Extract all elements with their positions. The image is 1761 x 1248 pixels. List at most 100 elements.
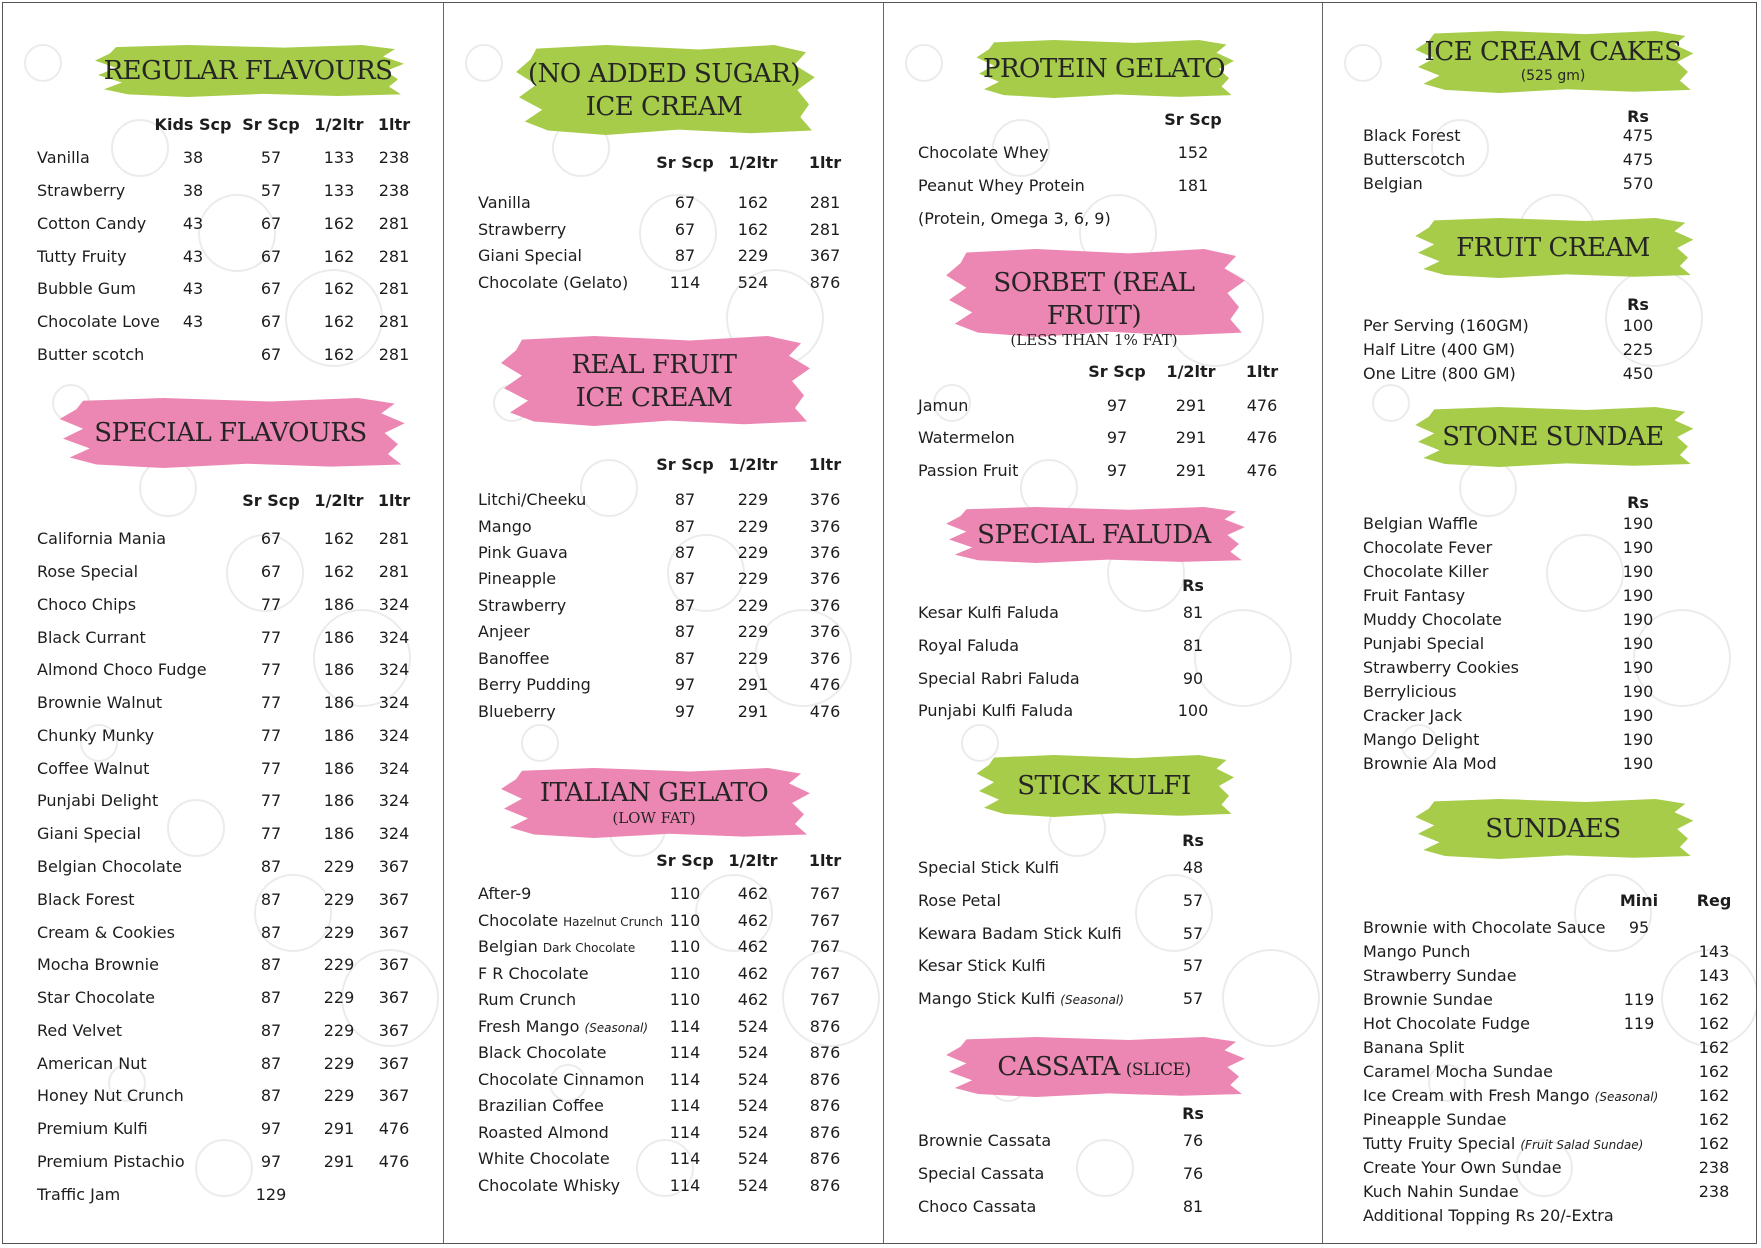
item-name-group: Butter scotch <box>37 345 144 364</box>
item-price: 281 <box>378 529 410 548</box>
item-name-group: Brownie Sundae <box>1363 990 1493 1009</box>
item-name: Vanilla <box>478 193 531 212</box>
item-name-group: Punjabi Special <box>1363 634 1484 653</box>
item-name: Brownie Sundae <box>1363 990 1493 1009</box>
item-name: Coffee Walnut <box>37 759 150 778</box>
item-name: Red Velvet <box>37 1021 123 1040</box>
section-title: SORBET (REAL FRUIT) <box>993 268 1195 331</box>
item-name: Ice Cream with Fresh Mango <box>1363 1086 1590 1105</box>
item-name-group: Cotton Candy <box>37 214 146 233</box>
item-price: 48 <box>1182 858 1204 877</box>
column-header: 1ltr <box>808 851 842 870</box>
item-price: 57 <box>1182 891 1204 910</box>
item-name-group: Belgian Waffle <box>1363 514 1478 533</box>
item-price: 876 <box>809 1176 841 1195</box>
item-name-group: Strawberry <box>37 181 125 200</box>
item-price: 81 <box>1182 603 1204 622</box>
banner-text: PROTEIN GELATO <box>979 53 1229 86</box>
item-price: 238 <box>378 148 410 167</box>
item-name: Royal Faluda <box>918 636 1020 655</box>
section-title: SPECIAL FALUDA <box>977 520 1211 550</box>
brush-stroke-shape <box>946 507 1245 563</box>
item-price: 43 <box>182 247 204 266</box>
item-price: 152 <box>1177 143 1209 162</box>
item-name-group: Roasted Almond <box>478 1123 609 1142</box>
item-name-group: Star Chocolate <box>37 988 155 1007</box>
item-name-group: Fresh Mango (Seasonal) <box>478 1017 648 1036</box>
item-name: Honey Nut Crunch <box>37 1086 184 1105</box>
column-header: 1/2ltr <box>314 491 364 510</box>
item-name-group: Premium Pistachio <box>37 1152 185 1171</box>
item-price: 291 <box>737 675 769 694</box>
item-price: 229 <box>323 923 355 942</box>
item-name: Brownie with Chocolate Sauce <box>1363 918 1606 937</box>
item-name-group: Chocolate Hazelnut Crunch <box>478 911 663 930</box>
column-header: Sr Scp <box>1088 362 1146 381</box>
banner-text: CASSATA (SLICE) <box>949 1051 1239 1084</box>
section-banner: REGULAR FLAVOURS <box>95 45 404 97</box>
item-name: Cotton Candy <box>37 214 147 233</box>
brush-stroke <box>1415 407 1694 467</box>
item-name: White Chocolate <box>478 1149 610 1168</box>
item-price: 324 <box>378 824 410 843</box>
item-name: Fruit Fantasy <box>1363 586 1466 605</box>
item-name: Giani Special <box>37 824 141 843</box>
section-banner: ICE CREAM CAKES (525 gm) <box>1415 31 1694 93</box>
brush-stroke-shape <box>946 249 1245 337</box>
item-name: Hot Chocolate Fudge <box>1363 1014 1530 1033</box>
item-name-group: Chocolate Love <box>37 312 160 331</box>
item-price: 162 <box>323 214 355 233</box>
item-name: Fresh Mango <box>478 1017 580 1036</box>
item-name-group: Strawberry Cookies <box>1363 658 1519 677</box>
item-name: Rose Petal <box>918 891 1001 910</box>
item-name: Giani Special <box>478 246 582 265</box>
doodle-shape <box>1605 269 1703 367</box>
item-price: 476 <box>1246 428 1278 447</box>
item-price: 524 <box>737 1123 769 1142</box>
column-header: Rs <box>1182 831 1204 850</box>
item-name: Chunky Munky <box>37 726 155 745</box>
item-name-group: Kuch Nahin Sundae <box>1363 1182 1519 1201</box>
item-name: Mango Stick Kulfi <box>918 989 1056 1008</box>
item-name-group: Almond Choco Fudge <box>37 660 207 679</box>
item-price: 190 <box>1622 538 1654 557</box>
column-header: Sr Scp <box>656 455 714 474</box>
item-price: 110 <box>669 990 701 1009</box>
item-price: 114 <box>669 1123 701 1142</box>
doodle-shape <box>1459 459 1517 517</box>
item-price: 76 <box>1182 1164 1204 1183</box>
item-price: 87 <box>674 649 696 668</box>
section-subtitle: (LOW FAT) <box>612 808 696 827</box>
item-price: 281 <box>378 247 410 266</box>
item-name-group: After-9 <box>478 884 531 903</box>
item-name: Blueberry <box>478 702 556 721</box>
item-name-group: Chunky Munky <box>37 726 154 745</box>
item-name-group: Rose Special <box>37 562 138 581</box>
item-price: 281 <box>378 312 410 331</box>
doodle-shape <box>465 44 503 82</box>
item-name: Kesar Stick Kulfi <box>918 956 1046 975</box>
banner-text: REGULAR FLAVOURS <box>98 55 398 88</box>
item-name-group: Pineapple Sundae <box>1363 1110 1506 1129</box>
column-header: 1ltr <box>1245 362 1279 381</box>
brush-stroke <box>501 768 810 838</box>
item-price: 225 <box>1622 340 1654 359</box>
item-price: 162 <box>323 312 355 331</box>
item-price: 524 <box>737 1176 769 1195</box>
item-price: 767 <box>809 937 841 956</box>
item-price: 67 <box>260 312 282 331</box>
item-price: 281 <box>378 279 410 298</box>
item-price: 229 <box>737 649 769 668</box>
column-header: 1/2ltr <box>314 115 364 134</box>
item-name: Strawberry Cookies <box>1363 658 1519 677</box>
item-price: 570 <box>1622 174 1654 193</box>
item-price: 229 <box>323 955 355 974</box>
column-header: 1ltr <box>377 491 411 510</box>
item-name: Create Your Own Sundae <box>1363 1158 1562 1177</box>
section-title: FRUIT CREAM <box>1456 233 1650 263</box>
item-name: Kewara Badam Stick Kulfi <box>918 924 1122 943</box>
item-price: 162 <box>737 193 769 212</box>
item-price: 476 <box>809 675 841 694</box>
banner-text: REAL FRUIT ICE CREAM <box>504 349 804 414</box>
item-price: 143 <box>1698 942 1730 961</box>
